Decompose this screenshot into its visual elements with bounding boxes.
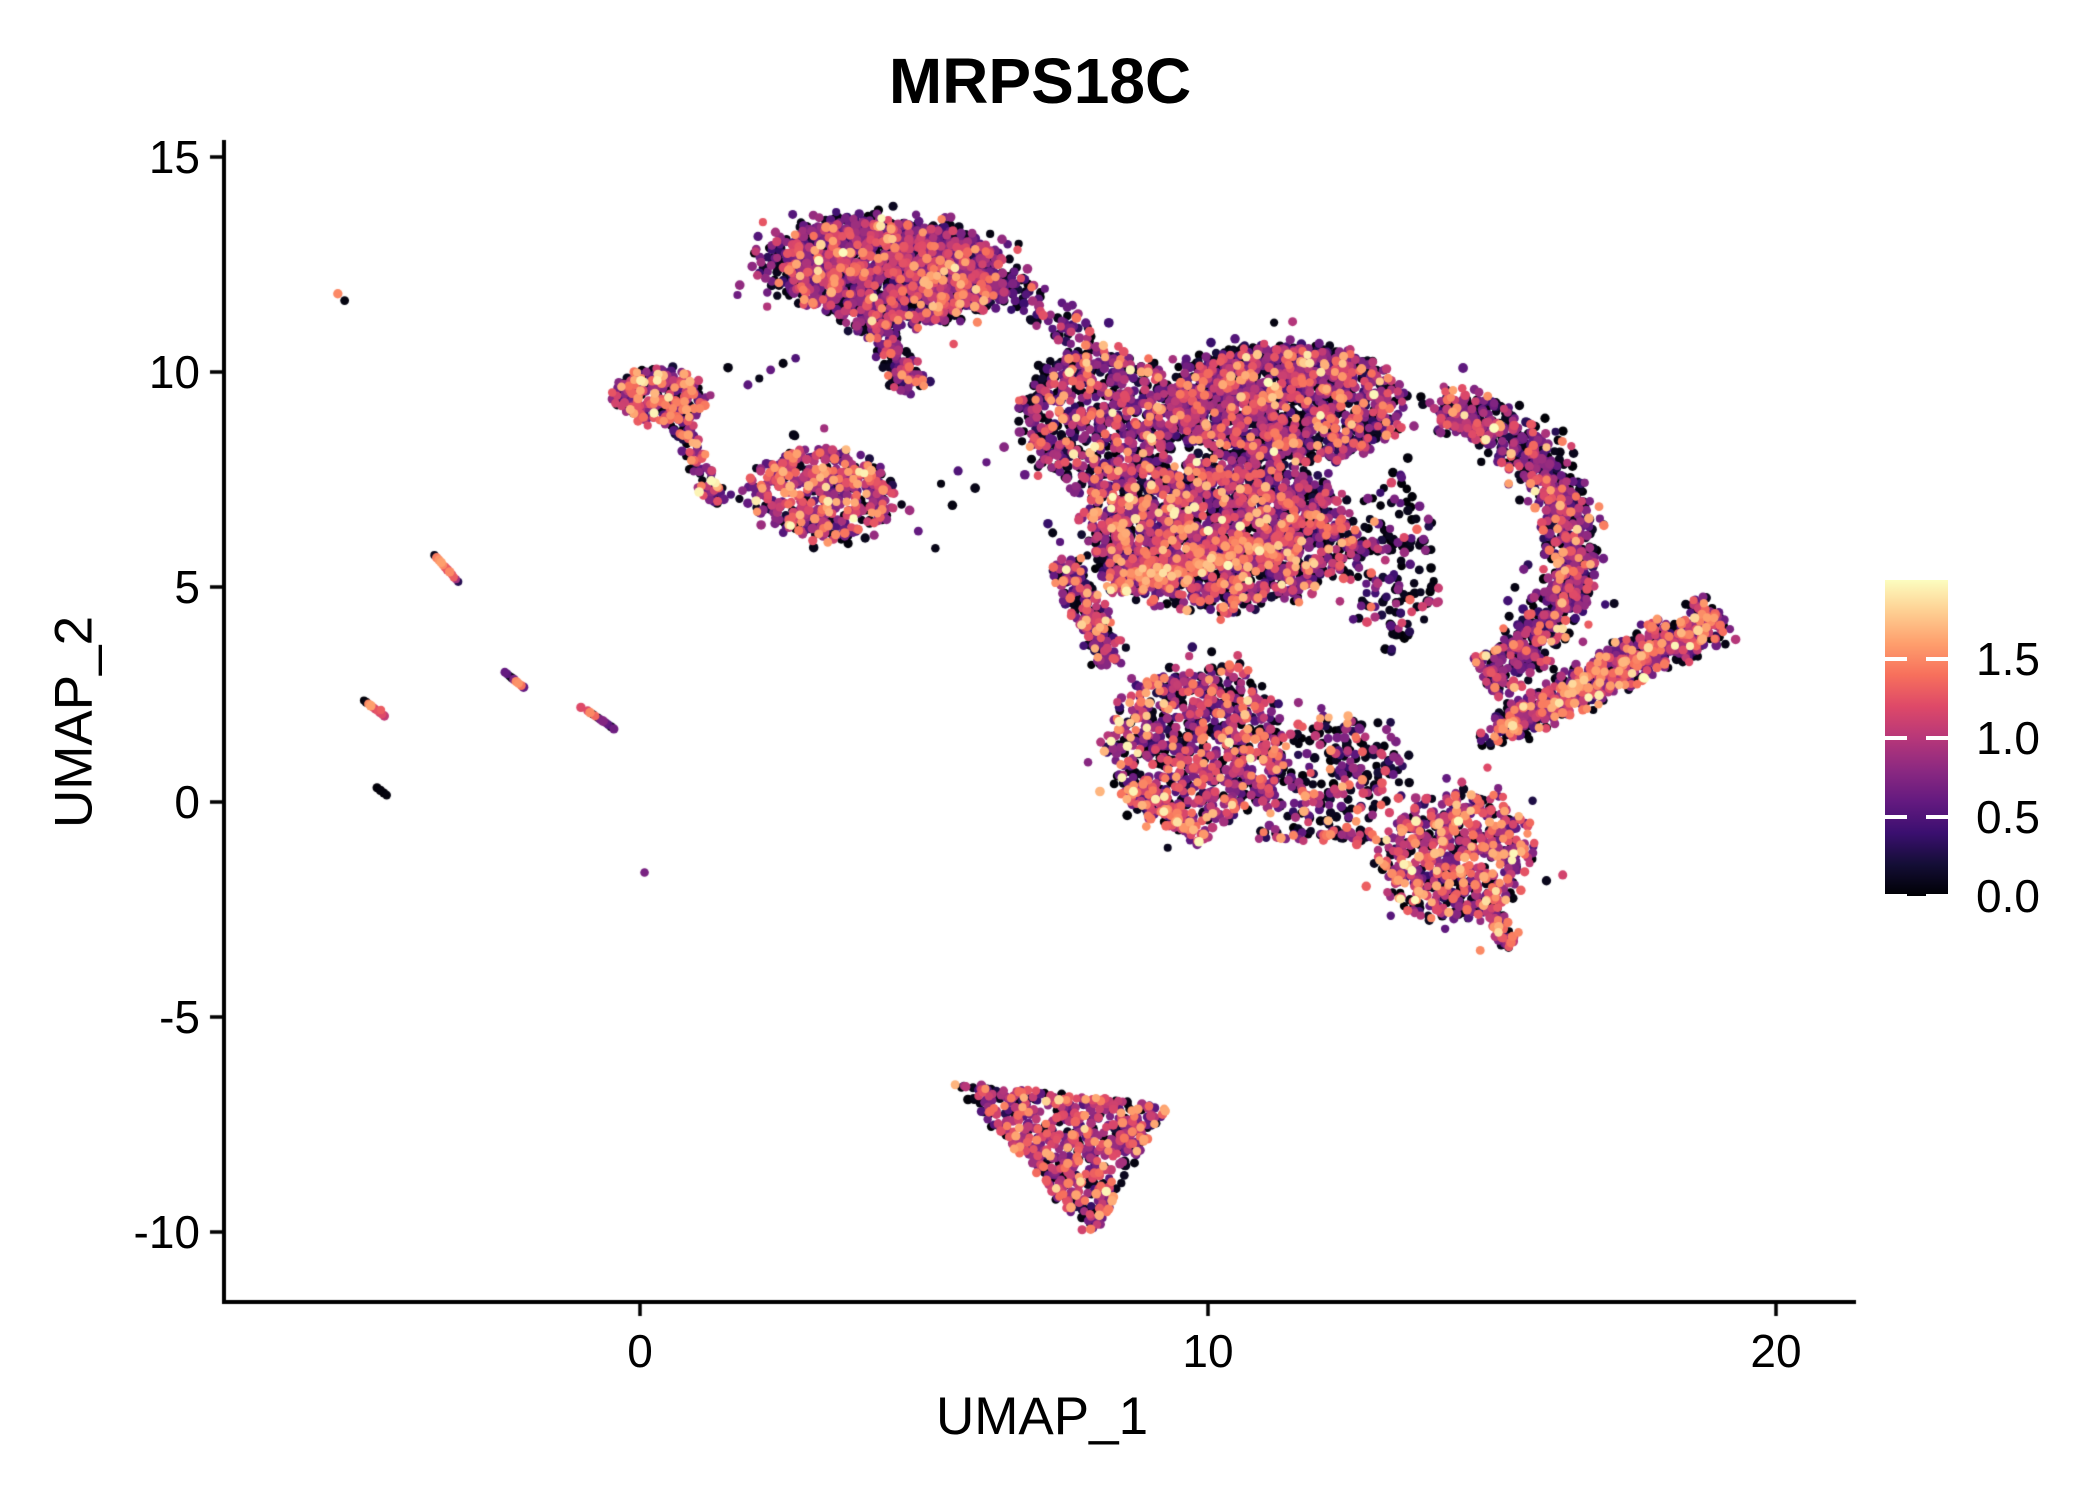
colorbar-tick-label-1: 1.0 bbox=[1976, 712, 2040, 764]
colorbar-legend bbox=[1885, 580, 1948, 896]
colorbar-tickmark bbox=[1885, 657, 1907, 661]
plot-title: MRPS18C bbox=[888, 45, 1192, 117]
y-tick-label-5: -10 bbox=[133, 1206, 200, 1258]
y-tick-label-1: 10 bbox=[148, 346, 200, 398]
colorbar-tickmark bbox=[1926, 815, 1948, 819]
y-tick-label-2: 5 bbox=[174, 561, 200, 613]
colorbar-tickmark bbox=[1885, 736, 1907, 740]
y-tick-label-4: -5 bbox=[159, 991, 200, 1043]
colorbar-tick-label-3: 0.0 bbox=[1976, 870, 2040, 922]
colorbar-tickmark bbox=[1885, 815, 1907, 819]
y-axis-title: UMAP_2 bbox=[44, 615, 104, 829]
y-tick-label-3: 0 bbox=[174, 776, 200, 828]
colorbar-tickmark bbox=[1926, 894, 1948, 896]
x-tick-label-1: 10 bbox=[1182, 1325, 1234, 1377]
y-tick-label-0: 15 bbox=[148, 131, 200, 183]
colorbar-tickmark bbox=[1926, 657, 1948, 661]
colorbar-tickmark bbox=[1926, 736, 1948, 740]
x-axis-title: UMAP_1 bbox=[935, 1387, 1149, 1446]
x-tick-label-2: 20 bbox=[1750, 1325, 1802, 1377]
colorbar-tick-label-2: 0.5 bbox=[1976, 791, 2040, 843]
colorbar-tickmark bbox=[1885, 894, 1907, 896]
x-tick-label-0: 0 bbox=[627, 1325, 653, 1377]
colorbar-tick-label-0: 1.5 bbox=[1976, 633, 2040, 685]
